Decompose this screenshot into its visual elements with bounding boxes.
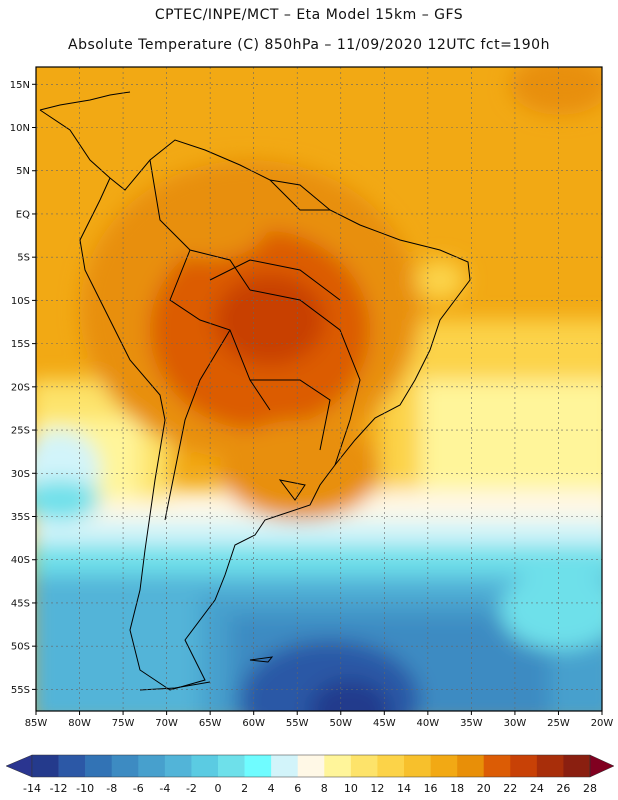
colorbar-label: -4 [159, 782, 170, 795]
lat-tick-label: 45S [11, 598, 30, 609]
lon-tick-label: 25W [547, 718, 570, 729]
lon-tick-label: 55W [286, 718, 309, 729]
lat-tick-label: 50S [11, 642, 30, 653]
lat-tick-label: 25S [11, 426, 30, 437]
colorbar-label: 22 [503, 782, 517, 795]
colorbar-swatch [58, 755, 86, 777]
lon-tick-label: 60W [242, 718, 265, 729]
colorbar-label: -10 [76, 782, 94, 795]
colorbar-label: -14 [23, 782, 41, 795]
map-axes: 85W 80W 75W 70W 65W 60W 55W 50W 45W 40W 35W 30W 25W 2… [10, 80, 614, 729]
colorbar: -14 -12 -10 -8 -6 -4 -2 0 2 4 6 8 10 12 14 16 18 20 22 24 26… [5, 754, 615, 795]
colorbar-label: -2 [186, 782, 197, 795]
colorbar-label: 8 [321, 782, 328, 795]
map-grid [36, 67, 602, 711]
lat-tick-label: 15S [11, 339, 30, 350]
colorbar-label: 10 [344, 782, 358, 795]
colorbar-label: -12 [50, 782, 68, 795]
colorbar-swatch [377, 755, 405, 777]
colorbar-label: 26 [556, 782, 570, 795]
colorbar-swatch [510, 755, 538, 777]
colorbar-swatch [138, 755, 166, 777]
lon-tick-label: 85W [25, 718, 48, 729]
lat-tick-label: 5S [17, 253, 30, 264]
lat-tick-label: EQ [16, 209, 30, 220]
colorbar-swatch [85, 755, 113, 777]
colorbar-swatch [297, 755, 325, 777]
colorbar-label: 12 [370, 782, 384, 795]
colorbar-swatch [244, 755, 272, 777]
lat-tick-label: 40S [11, 555, 30, 566]
colorbar-label: 24 [530, 782, 544, 795]
colorbar-label: 18 [450, 782, 464, 795]
colorbar-swatch [404, 755, 431, 777]
lon-tick-label: 75W [112, 718, 135, 729]
lon-tick-label: 50W [329, 718, 352, 729]
lon-tick-label: 80W [68, 718, 91, 729]
lon-tick-label: 40W [417, 718, 440, 729]
colorbar-swatch [350, 755, 378, 777]
colorbar-label: 14 [397, 782, 411, 795]
lat-tick-label: 10S [11, 296, 30, 307]
lat-tick-label: 35S [11, 512, 30, 523]
colorbar-label: -8 [106, 782, 117, 795]
map-frame [35, 66, 603, 712]
lon-tick-label: 45W [373, 718, 396, 729]
colorbar-swatch [483, 755, 511, 777]
colorbar-over-arrow [589, 754, 615, 778]
colorbar-swatch [32, 755, 59, 777]
colorbar-swatch [457, 755, 485, 777]
colorbar-label: 2 [241, 782, 248, 795]
colorbar-frame [31, 754, 591, 778]
colorbar-swatch [218, 755, 245, 777]
colorbar-swatch [271, 755, 299, 777]
lat-tick-label: 20S [11, 382, 30, 393]
colorbar-swatch [430, 755, 458, 777]
lat-tick-label: 10N [10, 123, 30, 134]
lon-tick-label: 30W [504, 718, 527, 729]
temperature-field [36, 67, 602, 711]
colorbar-label: 4 [268, 782, 275, 795]
lon-tick-label: 65W [199, 718, 222, 729]
map-subtitle: Absolute Temperature (C) 850hPa – 11/09/… [68, 37, 550, 53]
colorbar-label: -6 [133, 782, 144, 795]
colorbar-label: 0 [215, 782, 222, 795]
colorbar-swatch [191, 755, 219, 777]
colorbar-swatch [164, 755, 192, 777]
colorbar-swatch [536, 755, 564, 777]
lon-tick-label: 20W [591, 718, 614, 729]
colorbar-swatch [324, 755, 352, 777]
lon-tick-label: 70W [155, 718, 178, 729]
lat-tick-label: 55S [11, 685, 30, 696]
lat-tick-label: 30S [11, 469, 30, 480]
colorbar-under-arrow [5, 754, 33, 778]
lat-tick-label: 5N [16, 166, 30, 177]
colorbar-label: 6 [294, 782, 301, 795]
colorbar-swatch [111, 755, 139, 777]
lon-tick-label: 35W [460, 718, 483, 729]
colorbar-label: 16 [424, 782, 438, 795]
map-title: CPTEC/INPE/MCT – Eta Model 15km – GFS [154, 7, 464, 23]
colorbar-label: 28 [583, 782, 597, 795]
colorbar-label: 20 [477, 782, 491, 795]
colorbar-swatch [563, 755, 591, 777]
lat-tick-label: 15N [10, 80, 30, 91]
coastline-outline [39, 91, 471, 691]
